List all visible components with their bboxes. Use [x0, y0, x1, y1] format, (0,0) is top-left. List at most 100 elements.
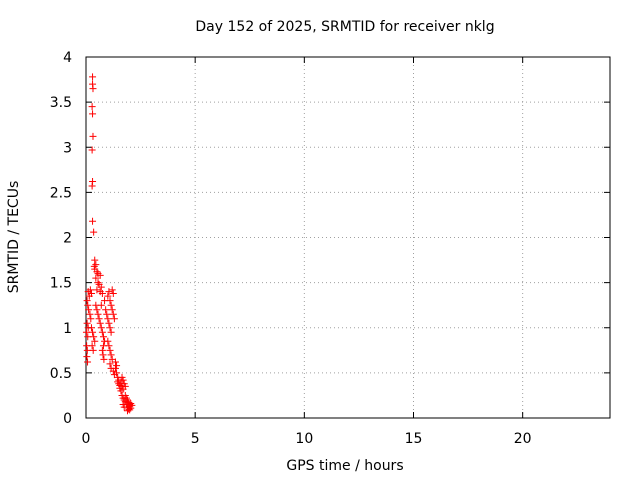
y-tick-label: 2.5 [50, 185, 72, 201]
x-tick-label: 0 [82, 431, 91, 447]
data-point [89, 328, 97, 336]
data-point [89, 132, 97, 140]
data-point [108, 286, 116, 294]
data-point [105, 319, 113, 327]
data-point [85, 306, 93, 314]
y-tick-label: 1 [63, 321, 72, 337]
plot-frame [85, 56, 611, 419]
data-point [94, 279, 102, 287]
data-point [89, 73, 97, 81]
data-point [98, 346, 106, 354]
data-point [107, 351, 115, 359]
data-point [107, 328, 115, 336]
data-point [118, 373, 126, 381]
data-point [88, 342, 96, 350]
data-point [93, 306, 101, 314]
data-point [87, 324, 95, 332]
data-point [99, 333, 107, 341]
data-point [87, 315, 95, 323]
data-point [116, 384, 124, 392]
data-point [108, 306, 116, 314]
data-point [111, 364, 119, 372]
data-point [123, 407, 131, 415]
data-point [83, 346, 91, 354]
data-point [98, 289, 106, 297]
data-point [82, 328, 90, 336]
x-axis-label: GPS time / hours [286, 458, 403, 474]
data-point [110, 315, 118, 323]
data-point [88, 103, 96, 111]
data-point [93, 268, 101, 276]
axis-ticks: 0 0.5 1 1.5 2 2.5 3 3.5 4 0 5 10 15 20 [50, 50, 610, 447]
data-point [122, 394, 130, 402]
chart-title: Day 152 of 2025, SRMTID for receiver nkl… [195, 19, 494, 35]
data-point [91, 256, 99, 264]
data-point [88, 146, 96, 154]
y-tick-label: 0 [63, 411, 72, 427]
data-point [87, 289, 95, 297]
data-point [109, 310, 117, 318]
data-point [84, 301, 92, 309]
data-point [106, 346, 114, 354]
data-point [89, 346, 97, 354]
data-point [90, 228, 98, 236]
y-tick-label: 0.5 [50, 366, 72, 382]
data-point [97, 283, 105, 291]
data-point [83, 319, 91, 327]
data-point [91, 337, 99, 345]
data-point [92, 274, 100, 282]
data-point [104, 292, 112, 300]
data-point [89, 217, 97, 225]
data-point [86, 310, 94, 318]
data-point [109, 289, 117, 297]
data-points [82, 73, 136, 415]
data-point [121, 382, 129, 390]
data-point [83, 297, 91, 305]
data-point [83, 353, 91, 361]
data-point [96, 271, 104, 279]
data-point [99, 351, 107, 359]
data-point [128, 401, 136, 409]
data-point [88, 182, 96, 190]
data-point [98, 328, 106, 336]
data-point [106, 297, 114, 305]
x-tick-label: 20 [514, 431, 532, 447]
data-point [89, 85, 97, 93]
data-point [106, 360, 114, 368]
data-point [102, 306, 110, 314]
data-point [105, 288, 113, 296]
data-point [111, 358, 119, 366]
data-point [105, 342, 113, 350]
data-point [97, 324, 105, 332]
data-point [89, 110, 97, 118]
data-point [93, 286, 101, 294]
y-tick-label: 2 [63, 231, 72, 247]
data-point [96, 319, 104, 327]
data-point [104, 315, 112, 323]
x-tick-label: 5 [191, 431, 200, 447]
data-point [104, 337, 112, 345]
data-point [86, 286, 94, 294]
x-tick-label: 10 [295, 431, 313, 447]
data-point [95, 315, 103, 323]
data-point [113, 369, 121, 377]
data-point [103, 310, 111, 318]
data-point [106, 324, 114, 332]
data-point [100, 355, 108, 363]
y-axis-label: SRMTID / TECUs [6, 181, 22, 294]
data-point [84, 333, 92, 341]
y-tick-label: 4 [63, 50, 72, 66]
data-point [97, 301, 105, 309]
data-point [94, 310, 102, 318]
data-point [92, 261, 100, 269]
grid-lines [86, 57, 610, 418]
data-point [84, 358, 92, 366]
data-point [107, 301, 115, 309]
x-tick-label: 15 [405, 431, 423, 447]
data-point [127, 400, 135, 408]
y-tick-label: 3 [63, 140, 72, 156]
data-point [90, 333, 98, 341]
y-tick-label: 3.5 [50, 95, 72, 111]
y-tick-label: 1.5 [50, 276, 72, 292]
